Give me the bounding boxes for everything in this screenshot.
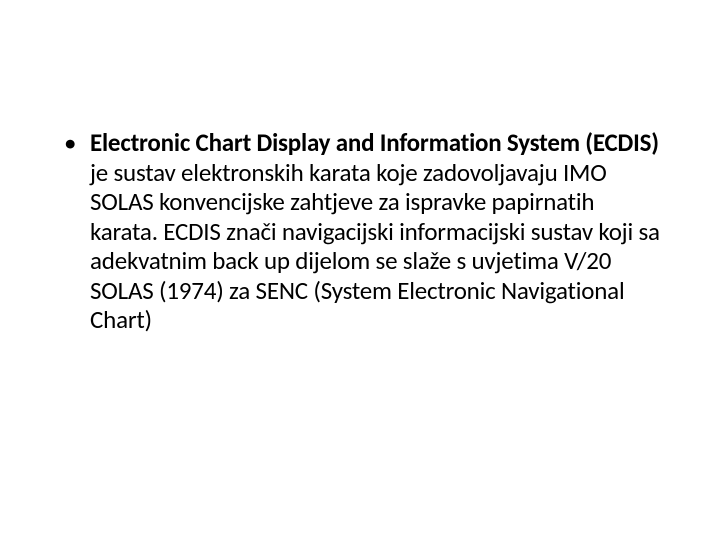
bullet-item: Electronic Chart Display and Information… bbox=[60, 128, 660, 335]
slide-body: Electronic Chart Display and Information… bbox=[60, 128, 660, 335]
bullet-bold-lead: Electronic Chart Display and Information… bbox=[90, 127, 659, 158]
bullet-list: Electronic Chart Display and Information… bbox=[60, 128, 660, 335]
bullet-rest: je sustav elektronskih karata koje zadov… bbox=[90, 157, 660, 336]
slide: Electronic Chart Display and Information… bbox=[0, 0, 720, 540]
